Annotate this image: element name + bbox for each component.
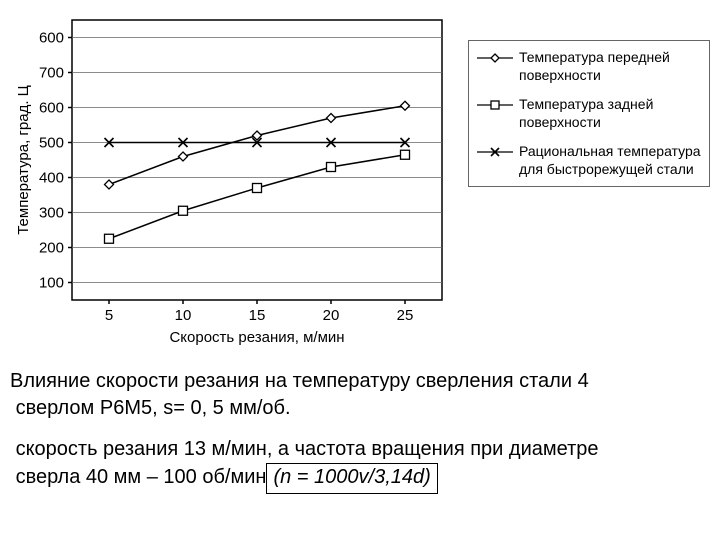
caption-line: сверла 40 мм – 100 об/мин(n = 1000v/3,14… <box>10 463 710 494</box>
x-icon <box>477 145 513 159</box>
svg-text:5: 5 <box>105 307 113 324</box>
svg-text:300: 300 <box>39 205 64 222</box>
svg-text:15: 15 <box>249 307 266 324</box>
chart-legend: Температура передней поверхности Темпера… <box>468 40 710 187</box>
square-icon <box>477 98 513 112</box>
svg-text:700: 700 <box>39 65 64 82</box>
caption-block: Влияние скорости резания на температуру … <box>10 368 710 494</box>
caption-line: скорость резания 13 м/мин, а частота вра… <box>10 436 710 463</box>
legend-item: Температура задней поверхности <box>477 96 701 131</box>
svg-text:20: 20 <box>323 307 340 324</box>
legend-label: Температура задней поверхности <box>519 96 701 131</box>
svg-text:Скорость резания, м/мин: Скорость резания, м/мин <box>169 329 344 346</box>
caption-line: Влияние скорости резания на температуру … <box>10 368 710 395</box>
svg-text:10: 10 <box>175 307 192 324</box>
temperature-chart: 100 200 300 400 500 600 700 600 5 10 15 20 25 Скорост… <box>10 10 460 350</box>
legend-item: Температура передней поверхности <box>477 49 701 84</box>
caption-line: сверлом Р6М5, s= 0, 5 мм/об. <box>10 395 710 422</box>
svg-text:200: 200 <box>39 240 64 257</box>
svg-text:100: 100 <box>39 275 64 292</box>
legend-item: Рациональная температура для быстрорежущ… <box>477 143 701 178</box>
diamond-icon <box>477 51 513 65</box>
svg-text:25: 25 <box>397 307 414 324</box>
svg-text:500: 500 <box>39 135 64 152</box>
legend-label: Рациональная температура для быстрорежущ… <box>519 143 701 178</box>
svg-text:Температура, град. Ц: Температура, град. Ц <box>15 85 32 235</box>
svg-text:600: 600 <box>39 30 64 47</box>
svg-text:400: 400 <box>39 170 64 187</box>
legend-label: Температура передней поверхности <box>519 49 701 84</box>
svg-text:600: 600 <box>39 100 64 117</box>
formula: (n = 1000v/3,14d) <box>266 463 437 494</box>
